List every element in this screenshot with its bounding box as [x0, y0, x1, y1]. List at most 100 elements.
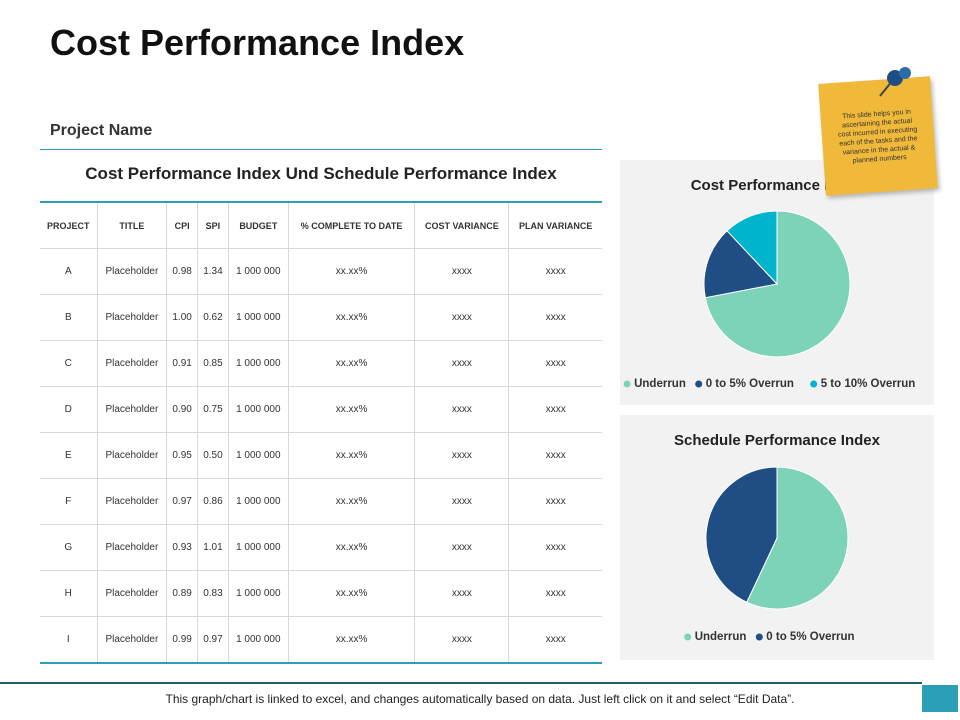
- table-cell: 0.89: [166, 570, 199, 617]
- table-cell: xxxx: [414, 340, 510, 387]
- table-cell: Placeholder: [96, 478, 168, 525]
- table-cell: Placeholder: [96, 432, 168, 479]
- table-cell: 0.62: [197, 294, 229, 341]
- table-cell: xxxx: [414, 616, 510, 664]
- table-cell: xxxx: [414, 248, 510, 295]
- table-cell: xx.xx%: [287, 478, 416, 525]
- table-row: F Placeholder 0.97 0.86 1 000 000 xx.xx% xxxx x…: [40, 478, 602, 525]
- table-row: E Placeholder 0.95 0.50 1 000 000 xx.xx% xxxx x…: [40, 432, 602, 479]
- column-header: BUDGET: [227, 201, 289, 249]
- table-cell: 1 000 000: [227, 616, 289, 664]
- legend-swatch: [684, 633, 692, 641]
- table-cell: 1 000 000: [227, 570, 289, 617]
- table-cell: xxxx: [414, 478, 510, 525]
- table-cell: 0.90: [166, 386, 199, 433]
- table-cell: xx.xx%: [287, 570, 416, 617]
- table-cell: 1.01: [197, 524, 229, 571]
- table-cell: Placeholder: [96, 248, 168, 295]
- table-cell: xxxx: [508, 524, 602, 571]
- table-cell: xxxx: [508, 248, 602, 295]
- table-cell: G: [40, 524, 98, 571]
- table-cell: xx.xx%: [287, 386, 416, 433]
- column-header: PLAN VARIANCE: [508, 201, 602, 249]
- chart-title: Cost Performance Index: [691, 177, 864, 194]
- table-cell: Placeholder: [96, 570, 168, 617]
- table-cell: Placeholder: [96, 616, 168, 664]
- table-row: A Placeholder 0.98 1.34 1 000 000 xx.xx% xxxx x…: [40, 248, 602, 295]
- table-cell: 0.75: [197, 386, 229, 433]
- table-cell: 0.50: [197, 432, 229, 479]
- legend-label: 5 to 10% Overrun: [821, 378, 916, 390]
- table-row: B Placeholder 1.00 0.62 1 000 000 xx.xx% xxxx x…: [40, 294, 602, 341]
- table-cell: 1.00: [166, 294, 199, 341]
- table-cell: xx.xx%: [287, 340, 416, 387]
- pie-slice: [703, 230, 778, 299]
- table-cell: xxxx: [508, 616, 602, 664]
- table-cell: xxxx: [414, 386, 510, 433]
- table-cell: xxxx: [508, 478, 602, 525]
- table-cell: 1 000 000: [227, 248, 289, 295]
- data-table: PROJECT TITLE CPI SPI BUDGET% COMPLETE TO DA…: [40, 201, 602, 664]
- legend-swatch: [695, 380, 703, 388]
- table-cell: 1.34: [197, 248, 229, 295]
- table-cell: xxxx: [414, 432, 510, 479]
- pie-slice: [726, 210, 778, 286]
- table-cell: xxxx: [508, 570, 602, 617]
- table-cell: xxxx: [508, 386, 602, 433]
- table-cell: xxxx: [508, 340, 602, 387]
- table-cell: 0.91: [166, 340, 199, 387]
- sticky-note: This slide helps you in ascertaining the…: [818, 76, 938, 196]
- table-cell: xx.xx%: [287, 524, 416, 571]
- column-header: SPI: [197, 201, 229, 249]
- table-cell: xx.xx%: [287, 432, 416, 479]
- table-cell: 1 000 000: [227, 478, 289, 525]
- table-cell: xx.xx%: [287, 294, 416, 341]
- table-cell: 1 000 000: [227, 432, 289, 479]
- legend-swatch: [623, 380, 631, 388]
- table-cell: 0.97: [197, 616, 229, 664]
- table-cell: Placeholder: [96, 340, 168, 387]
- table-cell: 0.93: [166, 524, 199, 571]
- project-label: Project Name: [50, 122, 153, 139]
- table-cell: xxxx: [414, 524, 510, 571]
- pie-slice: [705, 466, 778, 603]
- table-row: C Placeholder 0.91 0.85 1 000 000 xx.xx% xxxx x…: [40, 340, 602, 387]
- table-cell: B: [40, 294, 98, 341]
- column-header: % COMPLETE TO DATE: [287, 201, 416, 249]
- table-cell: xx.xx%: [287, 616, 416, 664]
- pie-slice: [746, 466, 849, 610]
- table-cell: 0.85: [197, 340, 229, 387]
- legend-swatch: [810, 380, 818, 388]
- table-cell: D: [40, 386, 98, 433]
- table-cell: C: [40, 340, 98, 387]
- table-cell: Placeholder: [96, 524, 168, 571]
- table-cell: xxxx: [508, 432, 602, 479]
- table-cell: 1 000 000: [227, 340, 289, 387]
- table-row: I Placeholder 0.99 0.97 1 000 000 xx.xx% xxxx x…: [40, 616, 602, 664]
- table-cell: 0.97: [166, 478, 199, 525]
- legend-label: Underrun: [695, 631, 747, 643]
- column-header: TITLE: [96, 201, 168, 249]
- table-cell: H: [40, 570, 98, 617]
- footer-square: [922, 685, 958, 712]
- legend-label: 0 to 5% Overrun: [706, 378, 794, 390]
- table-cell: 0.95: [166, 432, 199, 479]
- column-header: PROJECT: [40, 201, 98, 249]
- table-cell: Placeholder: [96, 386, 168, 433]
- table-cell: xx.xx%: [287, 248, 416, 295]
- slide-title: Cost Performance Index: [50, 22, 465, 63]
- table-cell: E: [40, 432, 98, 479]
- table-row: H Placeholder 0.89 0.83 1 000 000 xx.xx% xxxx x…: [40, 570, 602, 617]
- table-row: G Placeholder 0.93 1.01 1 000 000 xx.xx% xxxx x…: [40, 524, 602, 571]
- table-cell: xxxx: [414, 570, 510, 617]
- table-cell: F: [40, 478, 98, 525]
- legend-label: Underrun: [634, 378, 686, 390]
- column-header: CPI: [166, 201, 199, 249]
- table-cell: 0.86: [197, 478, 229, 525]
- chart-title: Schedule Performance Index: [674, 432, 881, 449]
- table-cell: 1 000 000: [227, 524, 289, 571]
- table-cell: xxxx: [508, 294, 602, 341]
- legend-swatch: [755, 633, 763, 641]
